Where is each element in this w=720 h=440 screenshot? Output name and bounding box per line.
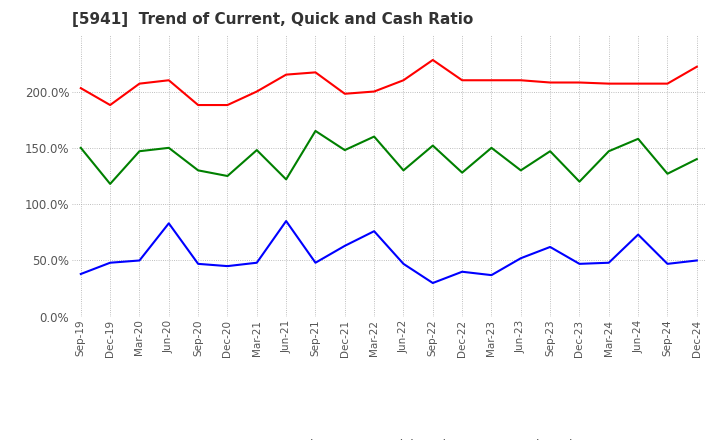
Cash Ratio bbox=[311, 260, 320, 265]
Current Ratio bbox=[487, 77, 496, 83]
Current Ratio bbox=[282, 72, 290, 77]
Quick Ratio bbox=[341, 147, 349, 153]
Cash Ratio bbox=[428, 280, 437, 286]
Quick Ratio bbox=[663, 171, 672, 176]
Current Ratio bbox=[341, 91, 349, 96]
Quick Ratio bbox=[458, 170, 467, 175]
Current Ratio bbox=[106, 103, 114, 108]
Current Ratio bbox=[605, 81, 613, 86]
Current Ratio bbox=[516, 77, 525, 83]
Cash Ratio bbox=[605, 260, 613, 265]
Current Ratio bbox=[223, 103, 232, 108]
Cash Ratio bbox=[106, 260, 114, 265]
Line: Cash Ratio: Cash Ratio bbox=[81, 221, 697, 283]
Quick Ratio bbox=[370, 134, 379, 139]
Quick Ratio bbox=[487, 145, 496, 150]
Quick Ratio bbox=[135, 149, 144, 154]
Current Ratio bbox=[575, 80, 584, 85]
Current Ratio bbox=[76, 85, 85, 91]
Current Ratio bbox=[458, 77, 467, 83]
Current Ratio bbox=[546, 80, 554, 85]
Current Ratio bbox=[194, 103, 202, 108]
Current Ratio bbox=[253, 89, 261, 94]
Cash Ratio bbox=[135, 258, 144, 263]
Cash Ratio bbox=[223, 264, 232, 269]
Cash Ratio bbox=[458, 269, 467, 275]
Legend: Current Ratio, Quick Ratio, Cash Ratio: Current Ratio, Quick Ratio, Cash Ratio bbox=[192, 434, 585, 440]
Cash Ratio bbox=[253, 260, 261, 265]
Cash Ratio bbox=[516, 256, 525, 261]
Cash Ratio bbox=[634, 232, 642, 237]
Quick Ratio bbox=[605, 149, 613, 154]
Cash Ratio bbox=[282, 218, 290, 224]
Quick Ratio bbox=[428, 143, 437, 148]
Quick Ratio bbox=[76, 145, 85, 150]
Quick Ratio bbox=[693, 157, 701, 162]
Cash Ratio bbox=[487, 272, 496, 278]
Quick Ratio bbox=[282, 177, 290, 182]
Current Ratio bbox=[164, 77, 173, 83]
Quick Ratio bbox=[106, 181, 114, 187]
Quick Ratio bbox=[516, 168, 525, 173]
Cash Ratio bbox=[194, 261, 202, 267]
Current Ratio bbox=[634, 81, 642, 86]
Quick Ratio bbox=[575, 179, 584, 184]
Quick Ratio bbox=[546, 149, 554, 154]
Line: Quick Ratio: Quick Ratio bbox=[81, 131, 697, 184]
Cash Ratio bbox=[546, 244, 554, 249]
Current Ratio bbox=[311, 70, 320, 75]
Quick Ratio bbox=[253, 147, 261, 153]
Current Ratio bbox=[135, 81, 144, 86]
Quick Ratio bbox=[634, 136, 642, 142]
Line: Current Ratio: Current Ratio bbox=[81, 60, 697, 105]
Text: [5941]  Trend of Current, Quick and Cash Ratio: [5941] Trend of Current, Quick and Cash … bbox=[72, 12, 473, 27]
Cash Ratio bbox=[370, 228, 379, 234]
Cash Ratio bbox=[693, 258, 701, 263]
Quick Ratio bbox=[311, 128, 320, 134]
Cash Ratio bbox=[341, 243, 349, 249]
Quick Ratio bbox=[164, 145, 173, 150]
Cash Ratio bbox=[399, 261, 408, 267]
Current Ratio bbox=[399, 77, 408, 83]
Quick Ratio bbox=[399, 168, 408, 173]
Current Ratio bbox=[693, 64, 701, 70]
Cash Ratio bbox=[663, 261, 672, 267]
Current Ratio bbox=[428, 57, 437, 62]
Quick Ratio bbox=[194, 168, 202, 173]
Current Ratio bbox=[370, 89, 379, 94]
Cash Ratio bbox=[164, 221, 173, 226]
Current Ratio bbox=[663, 81, 672, 86]
Quick Ratio bbox=[223, 173, 232, 179]
Cash Ratio bbox=[76, 271, 85, 277]
Cash Ratio bbox=[575, 261, 584, 267]
